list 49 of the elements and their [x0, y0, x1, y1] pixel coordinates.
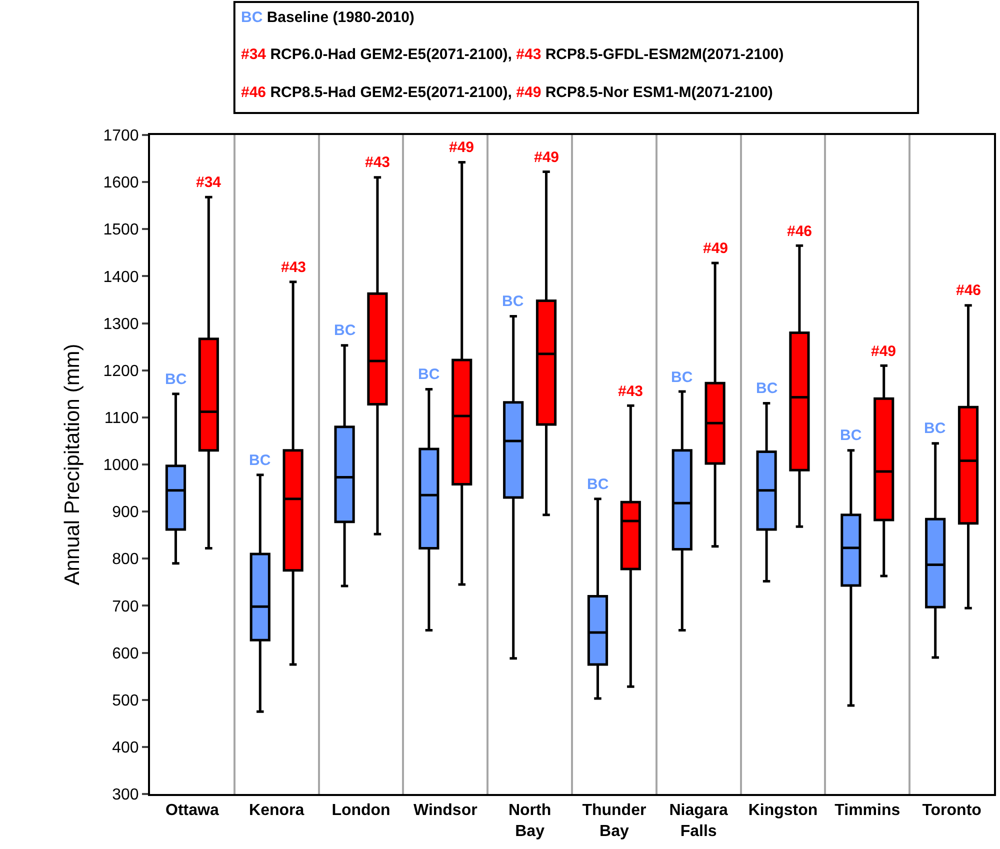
x-tick-label: Timmins: [834, 802, 900, 820]
y-tick-label: 1500: [103, 222, 139, 239]
y-tick-label: 1600: [103, 174, 139, 192]
text: #43: [281, 259, 306, 276]
y-axis-title: Annual Precipitation (mm): [60, 344, 84, 586]
y-tick-label: 1300: [103, 316, 139, 333]
text: #34: [196, 174, 222, 191]
x-tick-label: Windsor: [413, 802, 478, 820]
x-tick-label: Kenora: [249, 802, 304, 820]
x-tick-label: Thunder Bay: [582, 802, 646, 840]
text: BC: [840, 427, 862, 444]
x-tick-label: North Bay: [508, 802, 552, 840]
y-tick-label: 1100: [104, 410, 139, 428]
text: BC: [334, 322, 356, 339]
y-tick-label: 900: [112, 504, 139, 522]
x-tick-label: Kingston: [748, 802, 818, 820]
text: BC: [502, 293, 524, 310]
y-tick-label: 300: [112, 786, 139, 804]
y-tick-label: 400: [112, 740, 139, 757]
x-tick-label: London: [332, 802, 390, 820]
y-tick-label: 600: [112, 645, 139, 662]
text: #49: [449, 139, 474, 156]
text: #46 RCP8.5-Had GEM2-E5(2071-2100), #49 RCP8.5-Nor ESM1-M(2071-2100): [241, 84, 773, 101]
y-tick-label: 700: [112, 598, 139, 616]
text: #46: [956, 282, 982, 299]
text: BC: [418, 366, 440, 383]
text: BC: [165, 371, 187, 388]
text: #49: [871, 343, 896, 360]
y-tick-label: 1700: [103, 128, 139, 145]
text: #49: [534, 149, 560, 166]
text: #43: [365, 154, 390, 171]
text: BC Baseline (1980-2010): [241, 9, 414, 26]
y-tick-label: 500: [112, 692, 139, 710]
text: BC: [756, 380, 778, 397]
y-tick-label: 1000: [103, 457, 139, 474]
x-tick-label: Toronto: [922, 802, 982, 820]
text: BC: [249, 452, 271, 469]
x-tick-label: Niagara Falls: [669, 802, 728, 840]
y-tick-label: 1400: [103, 268, 139, 286]
y-tick-label: 800: [112, 551, 139, 568]
y-tick-label: 1200: [103, 362, 139, 380]
text: BC: [924, 420, 946, 437]
text: #43: [618, 383, 644, 400]
x-tick-label: Ottawa: [166, 802, 219, 820]
text: BC: [587, 476, 609, 493]
text: #49: [703, 240, 728, 257]
text: #34 RCP6.0-Had GEM2-E5(2071-2100), #43 RCP8.5-GFDL-ESM2M(2071-2100): [241, 46, 784, 63]
text: BC: [671, 369, 693, 386]
text: #46: [787, 223, 812, 240]
